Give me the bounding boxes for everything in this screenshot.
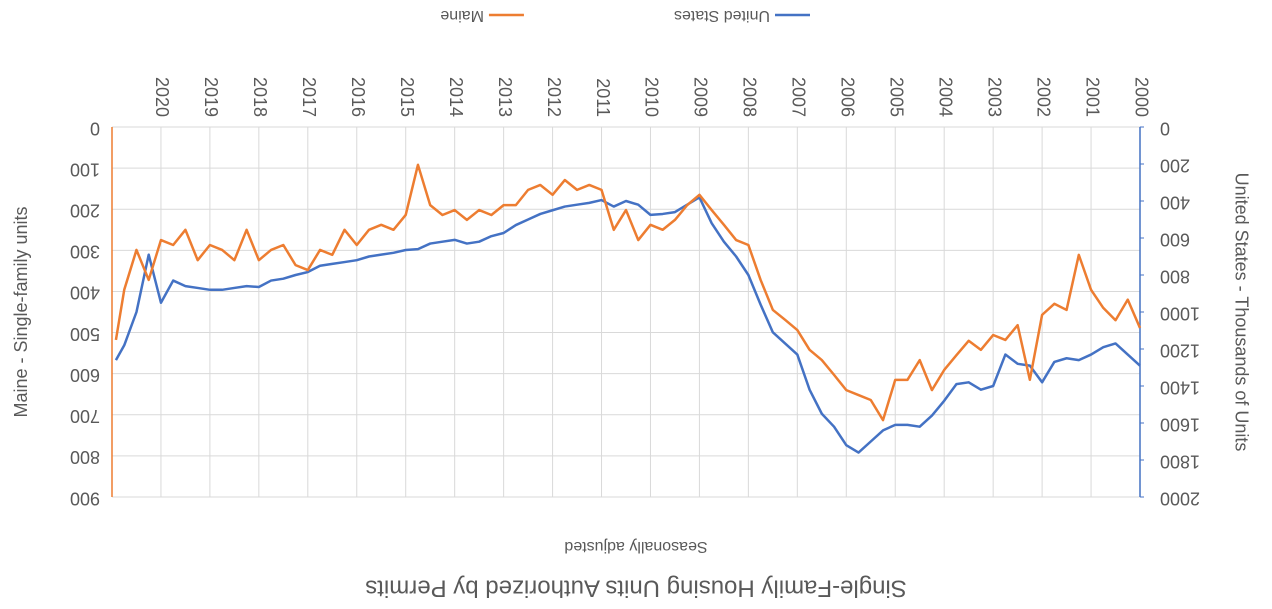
y2-tick-label: 400 [70,283,100,303]
y-tick-label: 200 [1160,155,1190,175]
y2-tick-label: 300 [70,242,100,262]
y2-tick-label: 800 [70,447,100,467]
x-tick-label: 2018 [250,77,270,117]
y-tick-label: 0 [1160,118,1170,138]
x-tick-label: 2003 [984,77,1004,117]
x-tick-label: 2006 [838,77,858,117]
x-tick-label: 2013 [495,77,515,117]
chart-subtitle: Seasonally adjusted [564,538,707,555]
y-tick-label: 1600 [1160,414,1200,434]
x-tick-label: 2000 [1131,77,1151,117]
y-tick-label: 1200 [1160,340,1200,360]
legend-label: Maine [440,7,484,24]
x-tick-label: 2010 [642,77,662,117]
y-tick-label: 800 [1160,266,1190,286]
x-tick-label: 2002 [1033,77,1053,117]
x-tick-label: 2016 [348,77,368,117]
x-tick-label: 2015 [397,77,417,117]
y2-tick-label: 100 [70,159,100,179]
x-tick-label: 2012 [544,77,564,117]
y2-tick-label: 600 [70,365,100,385]
y-tick-label: 400 [1160,192,1190,212]
legend-label: United States [674,7,770,24]
x-tick-label: 2009 [691,77,711,117]
series-line [114,163,1142,422]
y2-tick-label: 900 [70,488,100,508]
y2-tick-label: 200 [70,200,100,220]
x-tick-label: 2017 [299,77,319,117]
x-tick-label: 2005 [886,77,906,117]
x-tick-label: 2008 [740,77,760,117]
y-tick-label: 1000 [1160,303,1200,323]
x-tick-label: 2019 [201,77,221,117]
y-tick-label: 1800 [1160,451,1200,471]
y-tick-label: 600 [1160,229,1190,249]
chart-title: Single-Family Housing Units Authorized b… [365,575,907,602]
x-tick-label: 2007 [789,77,809,117]
series-line [114,196,1141,454]
x-tick-label: 2004 [935,77,955,117]
x-tick-label: 2001 [1082,77,1102,117]
y-axis-title: United States - Thousands of Units [1231,173,1251,452]
y2-tick-label: 700 [70,406,100,426]
x-tick-label: 2011 [593,78,613,117]
x-tick-label: 2020 [152,77,172,117]
x-tick-label: 2014 [446,77,466,117]
y2-tick-label: 0 [90,118,100,138]
y2-tick-label: 500 [70,324,100,344]
y-tick-label: 1400 [1160,377,1200,397]
y-tick-label: 2000 [1160,488,1200,508]
y2-axis-title: Maine - Single-family units [11,206,31,417]
